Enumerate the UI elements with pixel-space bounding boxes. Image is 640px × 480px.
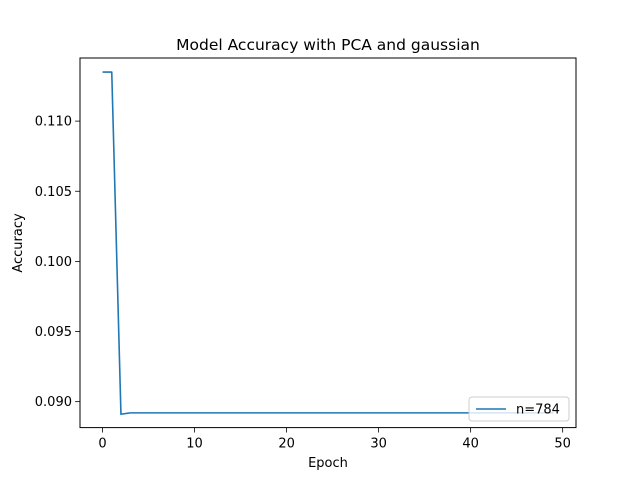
y-axis-label: Accuracy bbox=[11, 213, 26, 273]
x-tick-label: 0 bbox=[98, 437, 106, 452]
plot-frame bbox=[80, 58, 576, 428]
x-axis-label: Epoch bbox=[308, 456, 348, 471]
x-tick-label: 40 bbox=[462, 437, 479, 452]
y-tick-label: 0.095 bbox=[35, 325, 72, 340]
x-tick-label: 30 bbox=[370, 437, 387, 452]
x-tick-label: 10 bbox=[186, 437, 203, 452]
y-tick-label: 0.105 bbox=[35, 185, 72, 200]
plot-area bbox=[103, 72, 554, 414]
y-axis: 0.090 0.095 0.100 0.105 0.110 bbox=[35, 115, 80, 411]
chart-title: Model Accuracy with PCA and gaussian bbox=[176, 36, 480, 54]
y-tick-label: 0.110 bbox=[35, 115, 72, 130]
y-tick-label: 0.090 bbox=[35, 395, 72, 410]
legend-label: n=784 bbox=[516, 403, 560, 418]
x-tick-label: 50 bbox=[554, 437, 571, 452]
y-tick-label: 0.100 bbox=[35, 255, 72, 270]
series-line-0 bbox=[103, 72, 554, 414]
x-axis: 0 10 20 30 40 50 bbox=[98, 428, 571, 452]
x-tick-label: 20 bbox=[278, 437, 295, 452]
legend: n=784 bbox=[469, 397, 569, 421]
